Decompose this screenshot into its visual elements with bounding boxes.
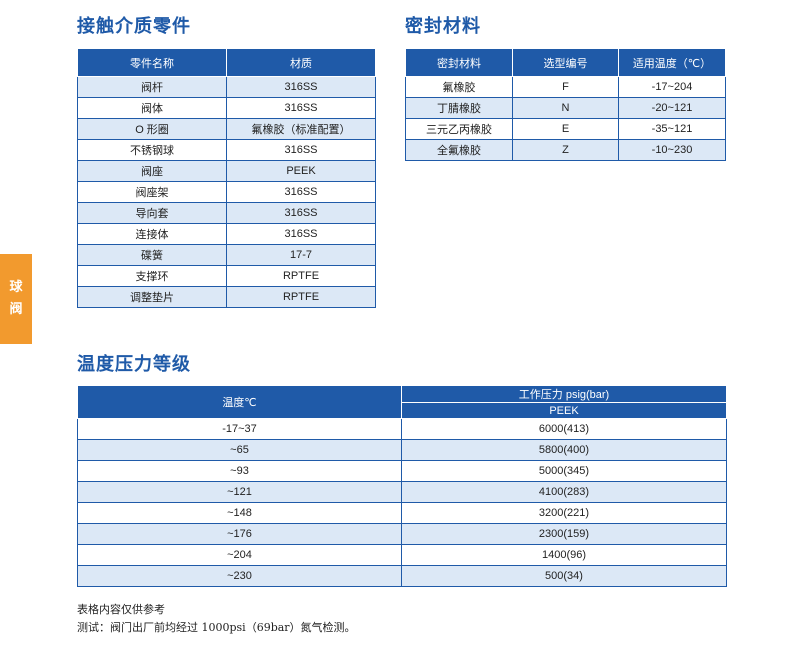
table-row: 不锈钢球 316SS [77, 139, 376, 161]
table-row: 全氟橡胶 Z -10~230 [405, 139, 726, 161]
table-row: 丁腈橡胶 N -20~121 [405, 97, 726, 119]
table-row: 阀座 PEEK [77, 160, 376, 182]
seal-temperature: -17~204 [618, 76, 726, 98]
header-material: 材质 [226, 48, 376, 77]
part-name: 连接体 [77, 223, 227, 245]
rating-temperature: ~204 [77, 544, 402, 566]
rating-pressure: 3200(221) [401, 502, 727, 524]
table-row: O 形圈 氟橡胶（标准配置） [77, 118, 376, 140]
table-row: ~148 3200(221) [77, 502, 727, 524]
seal-material: 三元乙丙橡胶 [405, 118, 513, 140]
table-row: ~121 4100(283) [77, 481, 727, 503]
rating-temperature: ~121 [77, 481, 402, 503]
part-material: 316SS [226, 181, 376, 203]
table-row: ~230 500(34) [77, 565, 727, 587]
table-row: ~93 5000(345) [77, 460, 727, 482]
wetted-parts-table: 零件名称 材质 阀杆 316SS 阀体 316SS O 形圈 氟橡胶（标准配置） 不锈… [77, 48, 376, 308]
rating-temperature: ~93 [77, 460, 402, 482]
table-row: 连接体 316SS [77, 223, 376, 245]
table-row: ~204 1400(96) [77, 544, 727, 566]
table-row: 导向套 316SS [77, 202, 376, 224]
seal-temperature: -20~121 [618, 97, 726, 119]
pressure-rating-table: 温度℃ 工作压力 psig(bar) PEEK -17~37 6000(413) … [77, 385, 727, 587]
table-row: 碟簧 17-7 [77, 244, 376, 266]
test-note: 测试：阀门出厂前均经过 1000psi（69bar）氮气检测。 [77, 621, 356, 634]
part-name: 不锈钢球 [77, 139, 227, 161]
seal-materials-table: 密封材料 选型编号 适用温度（℃） 氟橡胶 F -17~204 丁腈橡胶 N -20~1… [405, 48, 726, 161]
rating-temperature: ~65 [77, 439, 402, 461]
part-material: 316SS [226, 76, 376, 98]
table-row: -17~37 6000(413) [77, 418, 727, 440]
table-row: 阀座架 316SS [77, 181, 376, 203]
rating-pressure: 2300(159) [401, 523, 727, 545]
header-seal-material: 密封材料 [405, 48, 513, 77]
rating-pressure: 500(34) [401, 565, 727, 587]
table-row: 阀体 316SS [77, 97, 376, 119]
rating-temperature: -17~37 [77, 418, 402, 440]
header-part-name: 零件名称 [77, 48, 227, 77]
seal-materials-header-row: 密封材料 选型编号 适用温度（℃） [405, 48, 726, 77]
part-name: O 形圈 [77, 118, 227, 140]
seal-code: E [512, 118, 619, 140]
seal-materials-title: 密封材料 [405, 16, 481, 37]
seal-code: Z [512, 139, 619, 161]
rating-pressure: 5800(400) [401, 439, 727, 461]
part-name: 碟簧 [77, 244, 227, 266]
wetted-parts-title: 接触介质零件 [77, 16, 191, 37]
rating-temperature: ~176 [77, 523, 402, 545]
table-row: 三元乙丙橡胶 E -35~121 [405, 118, 726, 140]
part-material: PEEK [226, 160, 376, 182]
table-row: 阀杆 316SS [77, 76, 376, 98]
rating-pressure: 6000(413) [401, 418, 727, 440]
header-temperature-range: 适用温度（℃） [618, 48, 726, 77]
rating-temperature: ~230 [77, 565, 402, 587]
rating-temperature: ~148 [77, 502, 402, 524]
pressure-header-row-1: 温度℃ 工作压力 psig(bar) [77, 385, 727, 419]
part-material: 316SS [226, 139, 376, 161]
header-peek: PEEK [401, 402, 727, 419]
rating-pressure: 5000(345) [401, 460, 727, 482]
seal-code: F [512, 76, 619, 98]
part-name: 阀座架 [77, 181, 227, 203]
table-row: ~176 2300(159) [77, 523, 727, 545]
table-row: ~65 5800(400) [77, 439, 727, 461]
side-tab-ball-valve: 球 阀 [0, 254, 32, 344]
part-name: 阀座 [77, 160, 227, 182]
reference-note: 表格内容仅供参考 [77, 603, 165, 616]
table-row: 调整垫片 RPTFE [77, 286, 376, 308]
table-row: 支撑环 RPTFE [77, 265, 376, 287]
rating-pressure: 1400(96) [401, 544, 727, 566]
part-material: RPTFE [226, 286, 376, 308]
pressure-rating-title: 温度压力等级 [77, 354, 191, 375]
part-material: 氟橡胶（标准配置） [226, 118, 376, 140]
header-working-pressure: 工作压力 psig(bar) [401, 385, 727, 403]
header-temperature: 温度℃ [77, 385, 402, 419]
side-tab-char-1: 球 [9, 280, 23, 295]
part-name: 阀杆 [77, 76, 227, 98]
part-name: 调整垫片 [77, 286, 227, 308]
pressure-header-row-2: PEEK [78, 402, 727, 419]
rating-pressure: 4100(283) [401, 481, 727, 503]
seal-code: N [512, 97, 619, 119]
header-selection-code: 选型编号 [512, 48, 619, 77]
part-name: 支撑环 [77, 265, 227, 287]
part-material: 316SS [226, 202, 376, 224]
part-name: 导向套 [77, 202, 227, 224]
table-row: 氟橡胶 F -17~204 [405, 76, 726, 98]
seal-material: 全氟橡胶 [405, 139, 513, 161]
part-material: 17-7 [226, 244, 376, 266]
seal-material: 氟橡胶 [405, 76, 513, 98]
part-material: RPTFE [226, 265, 376, 287]
wetted-parts-header-row: 零件名称 材质 [77, 48, 376, 77]
seal-temperature: -10~230 [618, 139, 726, 161]
seal-material: 丁腈橡胶 [405, 97, 513, 119]
part-material: 316SS [226, 223, 376, 245]
seal-temperature: -35~121 [618, 118, 726, 140]
side-tab-char-2: 阀 [9, 302, 23, 317]
part-material: 316SS [226, 97, 376, 119]
part-name: 阀体 [77, 97, 227, 119]
